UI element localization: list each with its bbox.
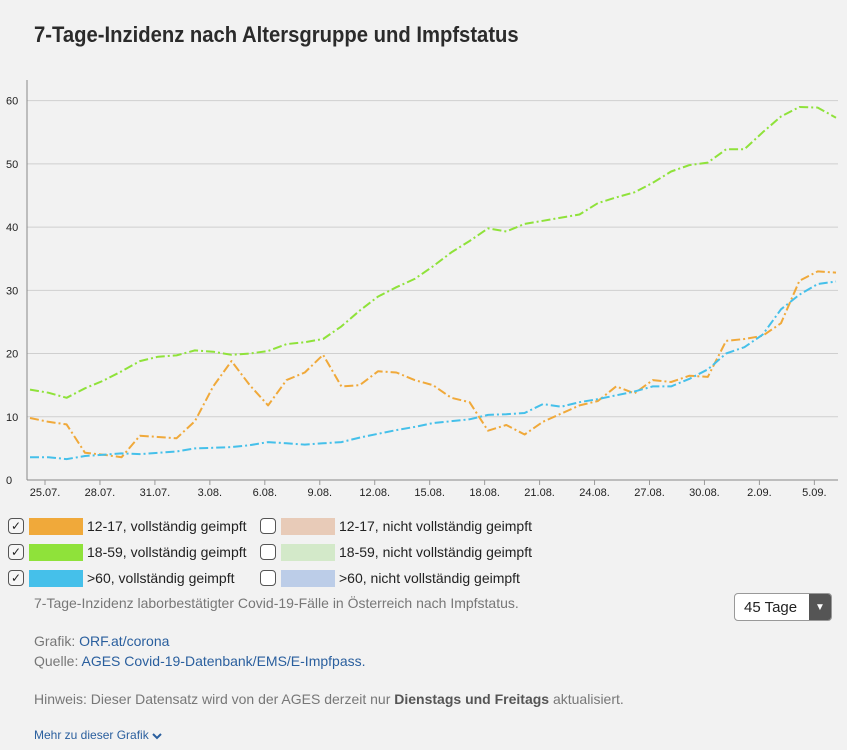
grafik-label: Grafik: [34,633,76,649]
legend-item[interactable]: 12-17, nicht vollständig geimpft [258,515,558,537]
legend-swatch [281,517,335,535]
more-link-label: Mehr zu dieser Grafik [34,728,149,742]
legend-label: 12-17, nicht vollständig geimpft [339,518,532,534]
hinweis-bold: Dienstags und Freitags [394,691,550,707]
y-tick-label: 0 [6,475,12,487]
legend-label: 18-59, nicht vollständig geimpft [339,544,532,560]
legend-checkbox[interactable]: ✓ [8,570,24,586]
range-select[interactable]: 45 Tage ▼ [734,593,832,621]
x-tick-label: 27.08. [634,487,665,499]
legend-item[interactable]: ✓ 12-17, vollständig geimpft [6,515,258,537]
legend-item[interactable]: ✓ 18-59, vollständig geimpft [6,541,258,563]
chevron-down-icon[interactable]: ▼ [809,594,831,620]
legend-label: >60, nicht vollständig geimpft [339,570,520,586]
range-select-value: 45 Tage [744,598,798,616]
legend-item[interactable]: ✓ >60, vollständig geimpft [6,567,258,589]
x-tick-label: 28.07. [85,487,116,499]
y-tick-label: 30 [6,285,18,297]
x-tick-label: 24.08. [579,487,610,499]
x-tick-label: 2.09. [747,487,771,499]
legend-swatch [29,569,83,587]
legend-label: 18-59, vollständig geimpft [87,544,247,560]
legend-swatch [29,517,83,535]
hinweis-prefix: Hinweis: Dieser Datensatz wird von der A… [34,691,391,707]
legend-checkbox[interactable] [260,570,276,586]
x-tick-label: 6.08. [253,487,277,499]
quelle-label: Quelle: [34,653,79,669]
legend-item[interactable]: 18-59, nicht vollständig geimpft [258,541,558,563]
quelle-credit: Quelle: AGES Covid-19-Datenbank/EMS/E-Im… [34,653,366,669]
chevron-down-icon [152,733,162,740]
x-tick-label: 18.08. [469,487,500,499]
x-tick-label: 5.09. [802,487,826,499]
x-tick-label: 12.08. [359,487,390,499]
more-link[interactable]: Mehr zu dieser Grafik [34,728,162,742]
x-tick-label: 21.08. [524,487,555,499]
x-tick-label: 25.07. [30,487,61,499]
y-tick-label: 10 [6,412,18,424]
legend-swatch [281,543,335,561]
legend-checkbox[interactable]: ✓ [8,544,24,560]
quelle-link[interactable]: AGES Covid-19-Datenbank/EMS/E-Impfpass. [81,653,366,669]
y-tick-label: 20 [6,349,18,361]
x-tick-label: 3.08. [198,487,222,499]
x-tick-label: 31.07. [140,487,171,499]
legend-item[interactable]: >60, nicht vollständig geimpft [258,567,558,589]
y-tick-label: 40 [6,222,18,234]
legend-label: >60, vollständig geimpft [87,570,235,586]
x-tick-label: 15.08. [414,487,445,499]
chart-description: 7-Tage-Inzidenz laborbestätigter Covid-1… [34,595,519,611]
grafik-link[interactable]: ORF.at/corona [79,633,170,649]
x-tick-label: 9.08. [308,487,332,499]
y-tick-label: 60 [6,96,18,108]
series-line [30,280,837,461]
hinweis-note: Hinweis: Dieser Datensatz wird von der A… [34,691,624,707]
legend-checkbox[interactable]: ✓ [8,518,24,534]
legend-swatch [29,543,83,561]
y-tick-label: 50 [6,159,18,171]
legend-swatch [281,569,335,587]
x-tick-label: 30.08. [689,487,720,499]
series-line [29,106,837,399]
line-chart: 0 10 20 30 40 50 60 25.07. 28.07. 31.07. 3.08. 6.0… [6,80,838,499]
chart-title: 7-Tage-Inzidenz nach Altersgruppe und Im… [34,22,519,47]
series-line [29,270,837,459]
legend-checkbox[interactable] [260,544,276,560]
legend-label: 12-17, vollständig geimpft [87,518,247,534]
hinweis-suffix: aktualisiert. [552,691,624,707]
grafik-credit: Grafik: ORF.at/corona [34,633,169,649]
legend: ✓ 12-17, vollständig geimpft 12-17, nicht … [6,515,566,589]
legend-checkbox[interactable] [260,518,276,534]
